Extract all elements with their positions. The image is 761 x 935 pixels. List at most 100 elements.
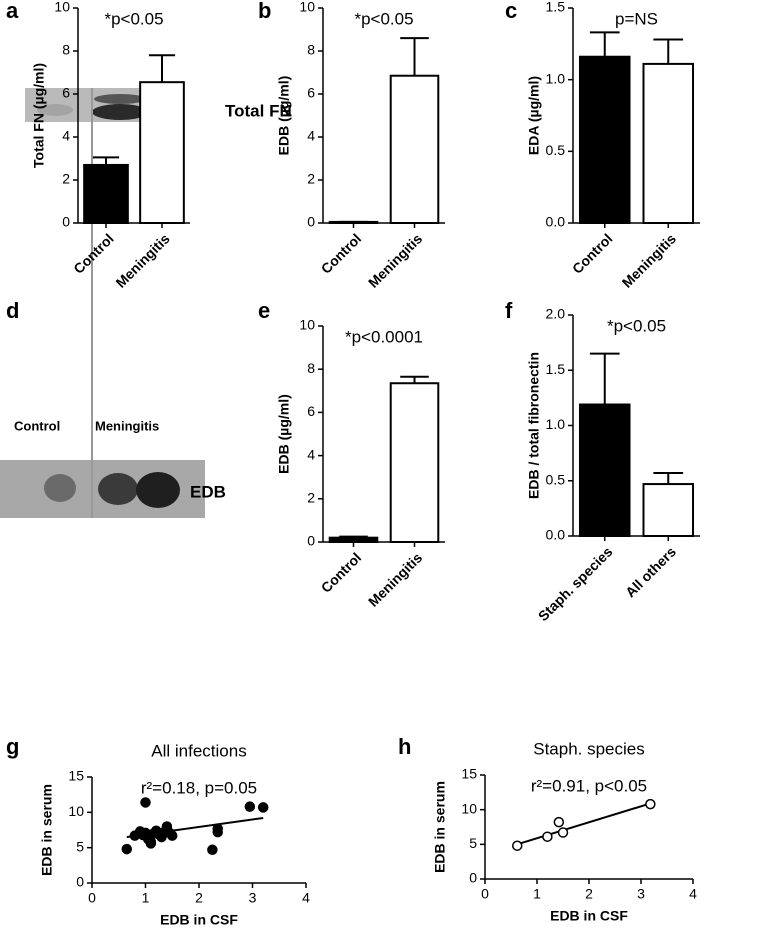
blot-label: EDB	[190, 482, 226, 501]
bar	[389, 74, 440, 224]
bar	[328, 220, 379, 225]
panel-letter: h	[398, 734, 411, 759]
x-tick-label: 2	[195, 890, 203, 906]
blot-band	[98, 473, 138, 505]
point	[121, 843, 133, 855]
x-tick-label: All others	[622, 543, 679, 600]
y-tick-label: 0	[62, 214, 70, 230]
x-tick-label: Meningitis	[112, 230, 172, 290]
blot-label: Meningitis	[95, 418, 159, 433]
y-tick-label: 4	[62, 128, 70, 144]
annotation: *p<0.0001	[345, 327, 423, 346]
blot-band	[44, 474, 76, 502]
y-axis-label: EDB (µg/ml)	[276, 76, 292, 156]
y-axis-label: EDA (µg/ml)	[526, 76, 542, 155]
x-tick-label: Meningitis	[365, 549, 425, 609]
annotation: *p<0.05	[354, 9, 413, 28]
x-tick-label: Control	[318, 549, 365, 596]
annotation: p=NS	[615, 9, 658, 28]
y-tick-label: 4	[307, 446, 315, 462]
x-tick-label: Control	[318, 230, 365, 277]
y-tick-label: 15	[68, 768, 84, 784]
y-axis-label: EDB (µg/ml)	[276, 394, 292, 474]
point	[212, 823, 223, 834]
y-tick-label: 6	[62, 85, 70, 101]
x-tick-label: 3	[249, 890, 257, 906]
bar	[328, 536, 379, 543]
y-tick-label: 6	[307, 403, 315, 419]
y-tick-label: 2	[307, 490, 315, 506]
blot-label: Control	[14, 418, 60, 433]
y-tick-label: 0.5	[546, 471, 566, 487]
blot-band	[92, 104, 148, 120]
annotation: *p<0.05	[607, 316, 666, 335]
chart-title: Staph. species	[533, 739, 645, 758]
point	[542, 831, 553, 842]
y-tick-label: 1.5	[546, 0, 566, 15]
y-tick-label: 1.5	[546, 361, 566, 377]
blot-panel: d Total FN Control Meningitis EDB	[0, 88, 292, 518]
point	[645, 798, 656, 810]
x-tick-label: 1	[142, 890, 150, 906]
fit-line	[516, 802, 651, 846]
point	[257, 802, 269, 813]
y-tick-label: 10	[68, 803, 84, 819]
panel-letter: c	[505, 0, 517, 23]
point	[511, 840, 523, 851]
point	[207, 844, 218, 856]
chart-subtitle: r²=0.91, p<0.05	[531, 776, 647, 795]
annotation: *p<0.05	[104, 9, 163, 28]
panel-letter: d	[6, 298, 19, 323]
x-axis-label: EDB in CSF	[550, 908, 628, 924]
x-tick-label: 4	[689, 886, 697, 902]
x-axis-label: EDB in CSF	[160, 912, 238, 928]
y-axis-label: EDB / total fibronectin	[526, 352, 542, 499]
y-tick-label: 0.5	[546, 142, 566, 158]
x-tick-label: 4	[302, 890, 310, 906]
bar	[642, 483, 695, 538]
bar	[642, 62, 695, 225]
x-tick-label: 0	[481, 886, 489, 902]
bar	[139, 81, 185, 224]
y-tick-label: 10	[299, 317, 315, 333]
panel-letter: g	[6, 734, 19, 759]
x-tick-label: Meningitis	[365, 230, 425, 290]
point	[145, 838, 157, 849]
y-tick-label: 8	[62, 42, 70, 58]
y-tick-label: 0	[469, 870, 477, 886]
x-tick-label: Control	[70, 230, 117, 277]
panel-letter: e	[258, 298, 270, 323]
y-tick-label: 10	[299, 0, 315, 15]
panel-letter: a	[6, 0, 19, 23]
y-tick-label: 0.0	[546, 214, 566, 230]
point	[553, 816, 565, 828]
y-tick-label: 5	[469, 835, 477, 851]
y-tick-label: 0	[76, 874, 84, 890]
chart-title: All infections	[151, 741, 246, 760]
y-tick-label: 2	[62, 171, 70, 187]
blot-label: Total FN	[225, 101, 292, 120]
x-tick-label: 0	[88, 890, 96, 906]
y-tick-label: 8	[307, 42, 315, 58]
blot-band	[136, 472, 180, 508]
bar	[389, 382, 440, 543]
y-tick-label: 10	[54, 0, 70, 15]
bar	[83, 163, 129, 224]
x-tick-label: Staph. species	[535, 543, 616, 624]
blot-band	[37, 104, 73, 116]
x-tick-label: 1	[533, 886, 541, 902]
bar	[578, 55, 631, 224]
y-tick-label: 1.0	[546, 70, 566, 86]
y-tick-label: 10	[461, 800, 477, 816]
point	[140, 797, 151, 808]
y-tick-label: 8	[307, 360, 315, 376]
y-axis-label: Total FN (µg/ml)	[31, 63, 47, 168]
panel-letter: b	[258, 0, 271, 23]
x-tick-label: Meningitis	[619, 230, 679, 290]
blot-band	[94, 94, 146, 104]
y-tick-label: 1.0	[546, 416, 566, 432]
x-tick-label: 2	[585, 886, 593, 902]
y-tick-label: 5	[76, 838, 84, 854]
